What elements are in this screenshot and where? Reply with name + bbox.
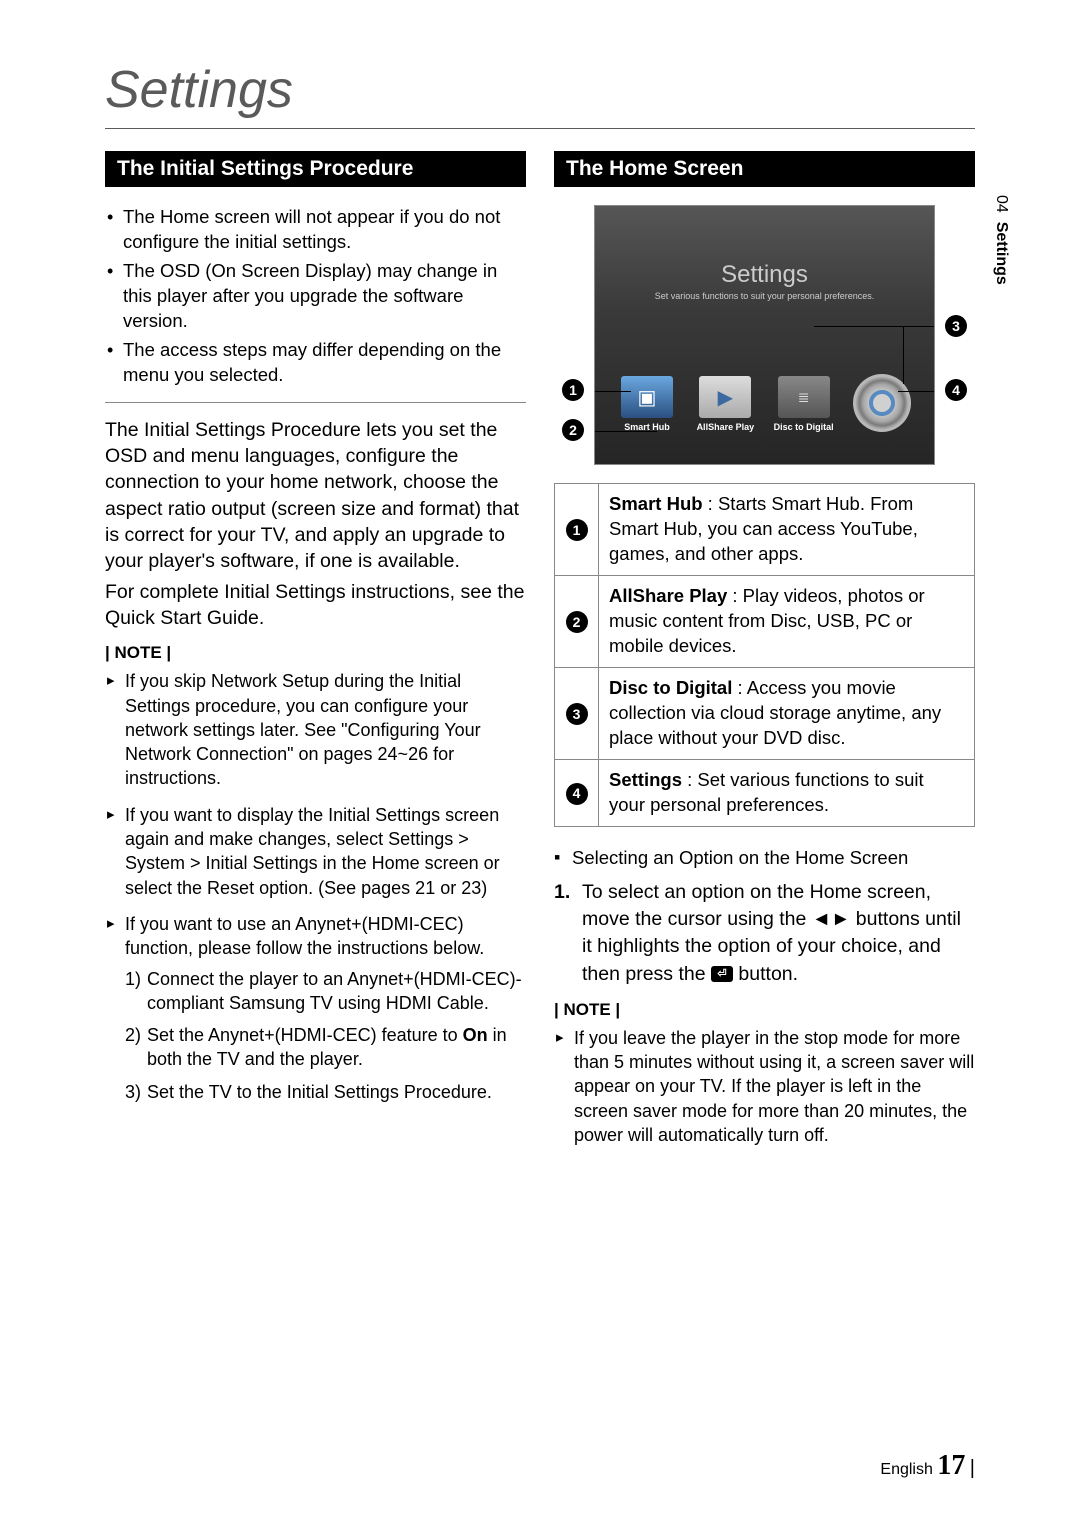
hs-graphic-title: Settings (595, 206, 934, 289)
hs-icon-disc: ≣ Disc to Digital (770, 376, 838, 432)
hs-icon-allshare: ▶ AllShare Play (691, 376, 759, 432)
note-list-item: If you want to use an Anynet+(HDMI-CEC) … (105, 912, 526, 1104)
table-row: 4 Settings : Set various functions to su… (555, 759, 975, 826)
legend-num: 2 (566, 611, 588, 633)
page-title: Settings (105, 60, 975, 129)
chapter-label: Settings (993, 222, 1010, 285)
page-footer: English 17 | (880, 1450, 975, 1482)
callout-2: 2 (562, 419, 584, 441)
callout-3: 3 (945, 315, 967, 337)
sub-step: 1)Connect the player to an Anynet+(HDMI-… (125, 967, 526, 1016)
sub-step: 2)Set the Anynet+(HDMI-CEC) feature to O… (125, 1023, 526, 1072)
table-row: 3 Disc to Digital : Access you movie col… (555, 667, 975, 759)
legend-table: 1 Smart Hub : Starts Smart Hub. From Sma… (554, 483, 975, 827)
footer-lang: English (880, 1461, 932, 1478)
home-screen-graphic: Settings Set various functions to suit y… (554, 205, 975, 465)
hs-icon-settings (848, 374, 916, 432)
legend-num: 3 (566, 703, 588, 725)
subsection-heading: Selecting an Option on the Home Screen (554, 847, 975, 869)
step-item: 1. To select an option on the Home scree… (554, 879, 975, 988)
legend-num: 4 (566, 783, 588, 805)
body-paragraph: For complete Initial Settings instructio… (105, 579, 526, 632)
footer-page-number: 17 (937, 1450, 965, 1481)
callout-4: 4 (945, 379, 967, 401)
body-paragraph: The Initial Settings Procedure lets you … (105, 417, 526, 575)
initial-notes-box: The Home screen will not appear if you d… (105, 205, 526, 403)
enter-button-icon: ⏎ (711, 966, 733, 982)
note-item: The access steps may differ depending on… (105, 338, 526, 388)
right-column: The Home Screen Settings Set various fun… (554, 151, 975, 1159)
note-item: The Home screen will not appear if you d… (105, 205, 526, 255)
chapter-number: 04 (993, 195, 1010, 213)
note-list-item: If you leave the player in the stop mode… (554, 1026, 975, 1147)
note-list-item: If you skip Network Setup during the Ini… (105, 669, 526, 790)
note-list-item: If you want to display the Initial Setti… (105, 803, 526, 900)
section-header-initial: The Initial Settings Procedure (105, 151, 526, 187)
note-label: | NOTE | (105, 643, 526, 663)
left-column: The Initial Settings Procedure The Home … (105, 151, 526, 1159)
legend-num: 1 (566, 519, 588, 541)
section-header-home: The Home Screen (554, 151, 975, 187)
table-row: 2 AllShare Play : Play videos, photos or… (555, 575, 975, 667)
callout-1: 1 (562, 379, 584, 401)
sub-step: 3)Set the TV to the Initial Settings Pro… (125, 1080, 526, 1104)
hs-icon-smarthub: ▣ Smart Hub (613, 376, 681, 432)
side-chapter-tab: 04 Settings (992, 195, 1010, 285)
note-item: The OSD (On Screen Display) may change i… (105, 259, 526, 334)
hs-graphic-subtitle: Set various functions to suit your perso… (595, 291, 934, 301)
note-label: | NOTE | (554, 1000, 975, 1020)
table-row: 1 Smart Hub : Starts Smart Hub. From Sma… (555, 484, 975, 576)
